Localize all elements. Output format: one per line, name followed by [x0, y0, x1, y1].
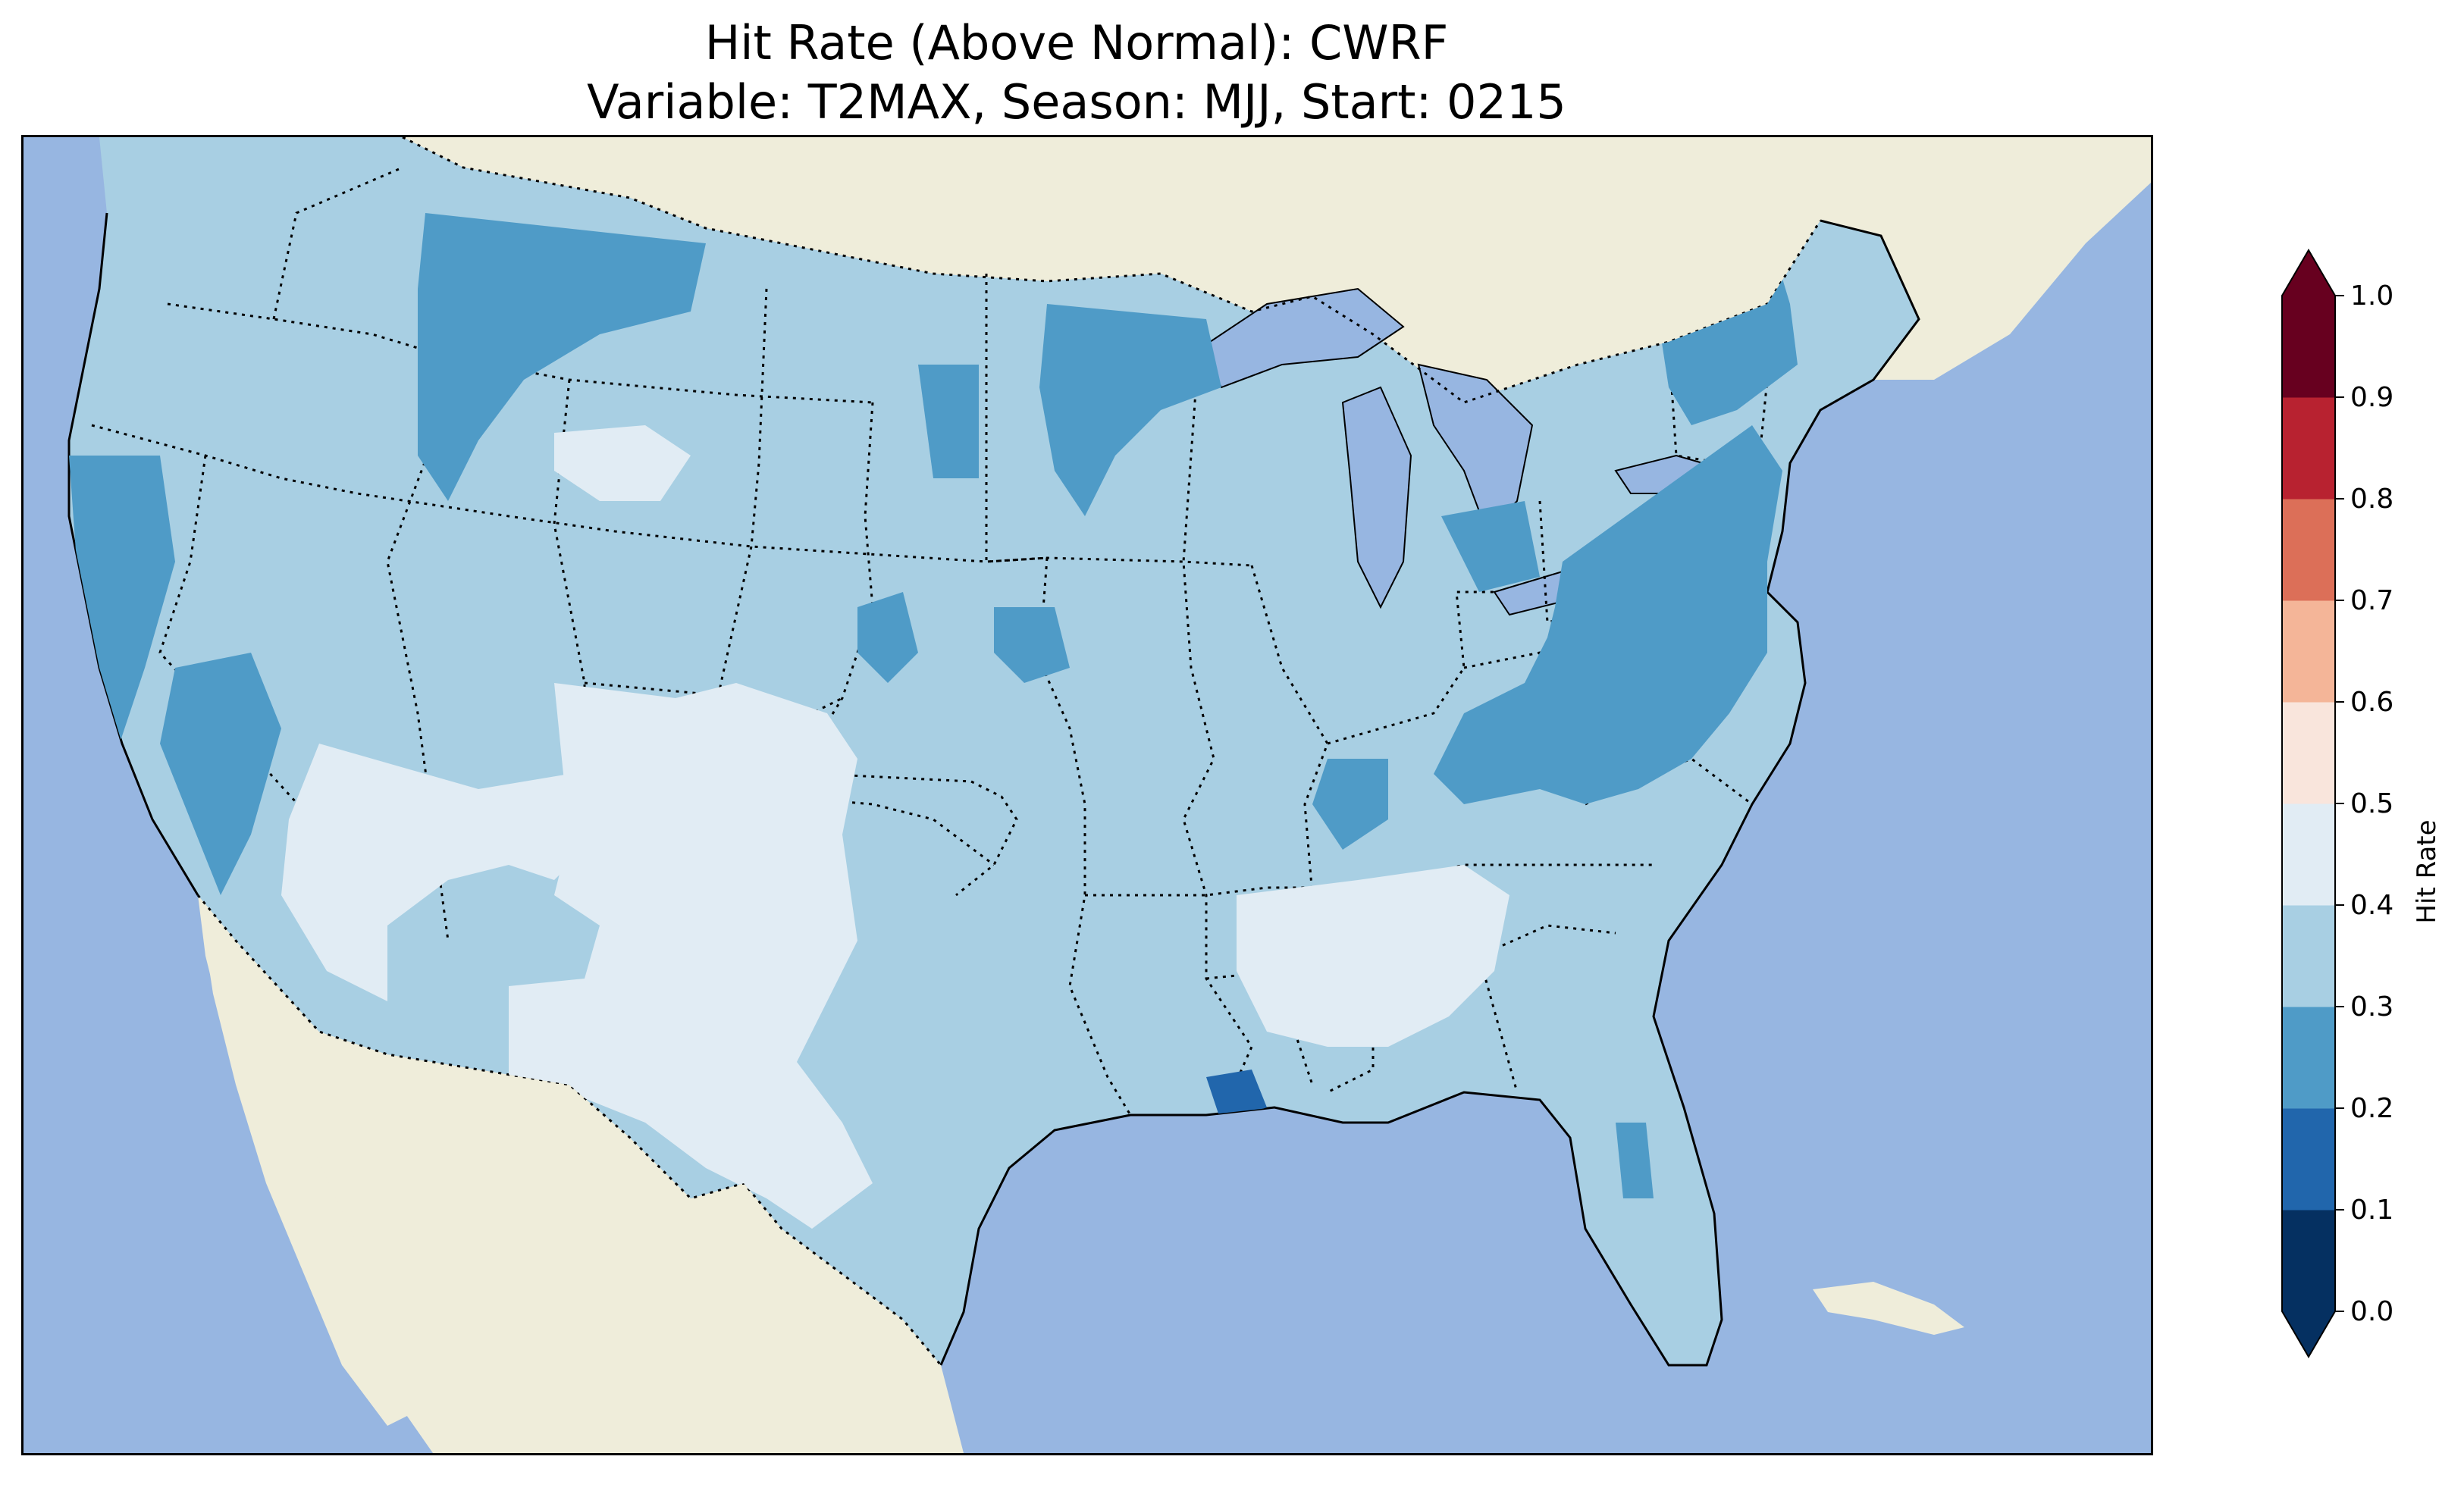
colorbar-bins: [2281, 249, 2336, 1358]
title-line-1: Hit Rate (Above Normal): CWRF: [704, 15, 1449, 70]
colorbar-bin: [2282, 499, 2335, 601]
colorbar-tick-label: 1.0: [2350, 280, 2393, 312]
colorbar-bin: [2282, 296, 2335, 398]
map-panel: [21, 135, 2153, 1455]
map-svg: [67, 137, 2151, 1453]
colorbar-tick-label: 0.8: [2350, 484, 2393, 515]
colorbar-tick-label: 0.1: [2350, 1195, 2393, 1226]
hit-rate-04-05-regions: [281, 425, 1509, 1229]
colorbar-bin: [2282, 397, 2335, 500]
lake-superior: [1197, 287, 1405, 389]
colorbar-tick-label: 0.3: [2350, 991, 2393, 1023]
colorbar-tick-label: 0.2: [2350, 1093, 2393, 1124]
colorbar-tick-label: 0.7: [2350, 585, 2393, 616]
colorbar-ticks: 0.0 0.1 0.2 0.3 0.4 0.5 0.6 0.7 0.8 0.9 1.0: [2335, 280, 2393, 1327]
colorbar-bin: [2282, 1210, 2335, 1312]
colorbar-extend-min: [2282, 1311, 2335, 1357]
canada-land: [160, 137, 2151, 402]
colorbar: 0.0 0.1 0.2 0.3 0.4 0.5 0.6 0.7 0.8 0.9 1.0 Hit Ra…: [2281, 249, 2442, 1358]
mexico-land: [198, 895, 964, 1453]
colorbar-tick-label: 0.6: [2350, 687, 2393, 718]
colorbar-tick-label: 0.9: [2350, 382, 2393, 413]
colorbar-bin: [2282, 905, 2335, 1007]
hit-rate-01-02-regions: [1206, 1070, 1267, 1123]
colorbar-bin: [2282, 1007, 2335, 1109]
colorbar-bin: [2282, 1108, 2335, 1211]
colorbar-tick-label: 0.5: [2350, 788, 2393, 819]
title-line-2: Variable: T2MAX, Season: MJJ, Start: 021…: [587, 74, 1566, 130]
colorbar-tick-label: 0.0: [2350, 1296, 2393, 1327]
colorbar-extend-max: [2282, 250, 2335, 296]
cuba-island: [1813, 1282, 1964, 1335]
colorbar-tick-label: 0.4: [2350, 890, 2393, 921]
colorbar-label: Hit Rate: [2412, 819, 2442, 923]
lake-michigan: [1341, 386, 1412, 609]
colorbar-bin: [2282, 702, 2335, 804]
chart-title: Hit Rate (Above Normal): CWRF Variable: …: [0, 14, 2153, 132]
colorbar-bin: [2282, 600, 2335, 703]
baja-peninsula: [198, 895, 418, 1426]
colorbar-bin: [2282, 803, 2335, 906]
